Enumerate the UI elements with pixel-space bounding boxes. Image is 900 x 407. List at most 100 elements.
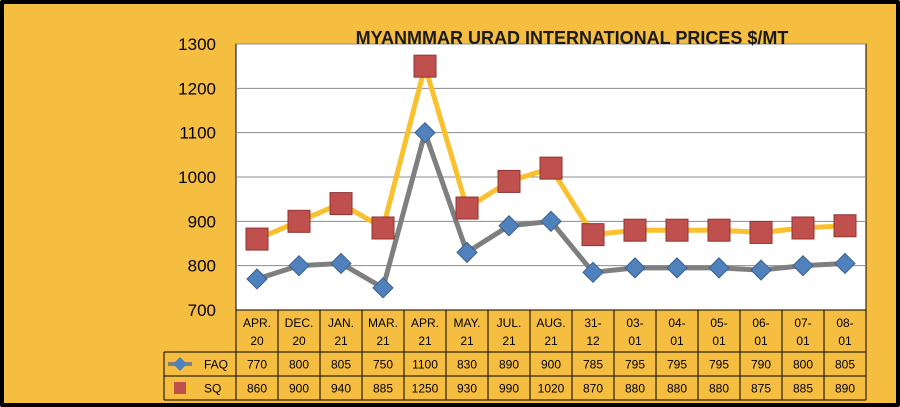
data-point-faq [456,241,478,264]
data-point-faq [330,252,352,275]
table-value: 770 [247,358,267,372]
table-value: 805 [835,358,855,372]
table-value: 870 [583,382,603,396]
x-tick-label: APR. [411,316,439,330]
x-tick-label: APR. [243,316,271,330]
table-value: 790 [751,358,771,372]
table-value: 805 [331,358,351,372]
table-value: 830 [457,358,477,372]
x-tick-label: 20 [250,334,264,348]
data-point-sq [833,214,857,238]
table-value: 900 [289,382,309,396]
data-point-faq [666,257,688,279]
table-value: 875 [751,382,771,396]
y-tick-label: 1200 [178,79,216,98]
x-tick-label: MAY. [454,316,481,330]
table-value: 1100 [412,358,438,372]
series-layer [245,54,857,299]
data-point-sq [245,227,269,251]
data-table: APR. 20 DEC. 20 JAN. 21 MAR. 21 APR. 21 MAY. 21 JUL.… [163,310,867,401]
y-tick-label: 800 [188,257,216,276]
series-name: SQ [204,382,221,396]
table-value: 1020 [538,382,565,396]
data-point-faq [750,259,772,281]
data-point-sq [413,54,437,78]
table-value: 785 [583,358,603,372]
x-tick-label: 31- [584,316,601,330]
data-point-faq [540,210,562,233]
x-tick-label: MAR. [368,316,398,330]
x-tick-label: 21 [502,334,516,348]
data-point-sq [287,209,311,233]
y-tick-label: 1300 [178,35,216,54]
table-value: 800 [793,358,813,372]
series-name: FAQ [204,358,228,372]
x-tick-label: 01 [670,334,684,348]
data-point-faq [792,254,814,277]
y-tick-label: 1100 [179,124,216,143]
y-tick-label: 700 [188,301,216,320]
x-tick-label: 01 [712,334,726,348]
legend-key-marker [173,357,187,371]
data-point-faq [372,277,394,299]
x-tick-label: 08- [836,316,853,330]
x-tick-label: 01 [628,334,642,348]
table-value: 990 [499,382,519,396]
x-tick-label: 21 [376,334,390,348]
x-tick-label: DEC. [285,316,314,330]
x-tick-label: JAN. [328,316,354,330]
table-value: 930 [457,382,477,396]
x-tick-label: 04- [668,316,685,330]
y-tick-label: 900 [188,212,216,231]
table-value: 890 [499,358,519,372]
table-value: 880 [625,382,645,396]
table-value: 880 [709,382,729,396]
table-value: 885 [793,382,813,396]
x-tick-label: 21 [418,334,432,348]
x-tick-label: 21 [460,334,474,348]
table-value: 1250 [412,382,439,396]
data-point-sq [707,218,731,242]
x-tick-label: 20 [292,334,306,348]
x-tick-label: 01 [796,334,810,348]
data-point-sq [497,169,521,193]
x-tick-label: 12 [586,334,600,348]
table-value: 795 [667,358,687,372]
x-tick-label: 21 [544,334,558,348]
table-value: 750 [373,358,393,372]
data-point-sq [581,223,605,247]
table-value: 900 [541,358,561,372]
data-point-sq [539,156,563,180]
x-tick-label: 06- [752,316,769,330]
data-point-faq [624,257,646,279]
y-tick-label: 1000 [178,168,216,187]
x-tick-label: 01 [754,334,768,348]
line-chart: 700 800 900 1000 1100 1200 1300 APR. 20 DEC. 20 JA… [163,28,867,401]
x-tick-label: JUL. [497,316,522,330]
x-tick-label: 03- [626,316,643,330]
data-point-faq [288,254,310,277]
table-value: 795 [709,358,729,372]
data-point-faq [246,268,268,290]
x-tick-label: 07- [794,316,811,330]
data-point-sq [665,218,689,242]
data-point-faq [498,215,520,237]
x-tick-label: AUG. [536,316,565,330]
table-value: 885 [373,382,393,396]
data-point-sq [455,196,479,220]
data-point-faq [582,261,604,284]
data-point-faq [708,257,730,279]
table-value: 890 [835,382,855,396]
data-point-sq [623,218,647,242]
table-value: 800 [289,358,309,372]
x-tick-label: 01 [838,334,852,348]
x-tick-label: 21 [334,334,348,348]
table-value: 795 [625,358,645,372]
y-axis: 700 800 900 1000 1100 1200 1300 [178,35,216,320]
data-point-sq [791,216,815,240]
legend-key-marker [174,382,186,394]
table-value: 940 [331,382,351,396]
chart-title: MYANMMAR URAD INTERNATIONAL PRICES $/MT [356,28,789,48]
x-tick-label: 05- [710,316,727,330]
